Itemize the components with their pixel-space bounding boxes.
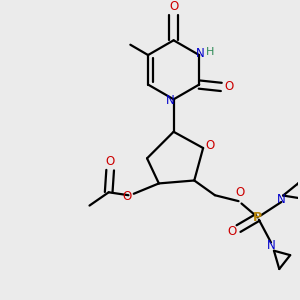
Text: O: O [236, 186, 244, 200]
Text: H: H [206, 47, 214, 57]
Text: N: N [166, 94, 175, 107]
Text: P: P [253, 211, 262, 224]
Text: O: O [123, 190, 132, 203]
Text: N: N [277, 193, 286, 206]
Text: O: O [169, 0, 178, 14]
Text: O: O [227, 225, 237, 238]
Text: O: O [205, 139, 214, 152]
Text: N: N [267, 239, 276, 252]
Text: O: O [224, 80, 233, 93]
Text: N: N [196, 47, 205, 60]
Text: O: O [106, 155, 115, 168]
